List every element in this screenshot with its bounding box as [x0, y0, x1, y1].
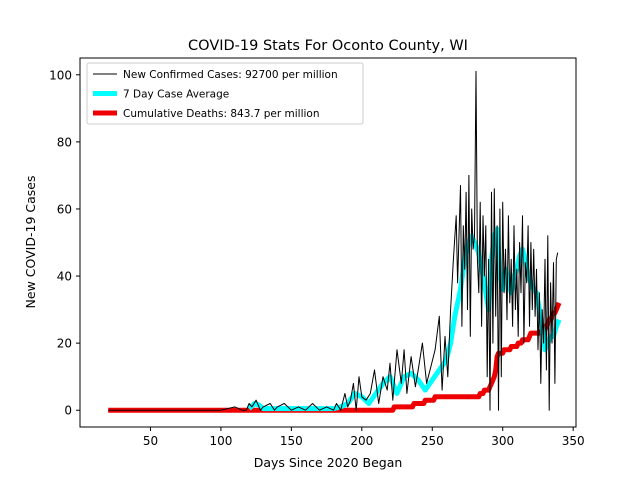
axis-ticks: 50 100 150 200 250 300 350 0 20 40 60 80 100 [49, 68, 585, 448]
legend-label-0: New Confirmed Cases: 92700 per million [123, 69, 338, 81]
legend-box [86, 62, 364, 125]
y-tick-label: 0 [64, 404, 72, 418]
x-tick-label: 150 [280, 434, 303, 448]
x-tick-label: 100 [209, 434, 232, 448]
plot-area [108, 70, 562, 413]
legend-label-1: 7 Day Case Average [123, 89, 229, 101]
legend: New Confirmed Cases: 92700 per million 7 … [86, 62, 364, 125]
x-axis-label: Days Since 2020 Began [254, 455, 403, 470]
x-tick-label: 50 [143, 434, 158, 448]
axes-frame [79, 57, 577, 428]
x-tick-label: 300 [491, 434, 514, 448]
chart-title: COVID-19 Stats For Oconto County, WI [188, 38, 468, 54]
series-line-0 [108, 70, 559, 411]
y-tick-label: 20 [57, 337, 72, 351]
y-axis-label: New COVID-19 Cases [23, 176, 38, 309]
y-tick-label: 60 [57, 202, 72, 216]
y-tick-label: 80 [57, 135, 72, 149]
x-tick-label: 350 [562, 434, 585, 448]
y-tick-label: 100 [49, 68, 72, 82]
x-tick-label: 250 [421, 434, 444, 448]
x-tick-label: 200 [350, 434, 373, 448]
legend-label-2: Cumulative Deaths: 843.7 per million [123, 108, 320, 120]
series-line-2 [108, 301, 562, 413]
y-tick-label: 40 [57, 270, 72, 284]
